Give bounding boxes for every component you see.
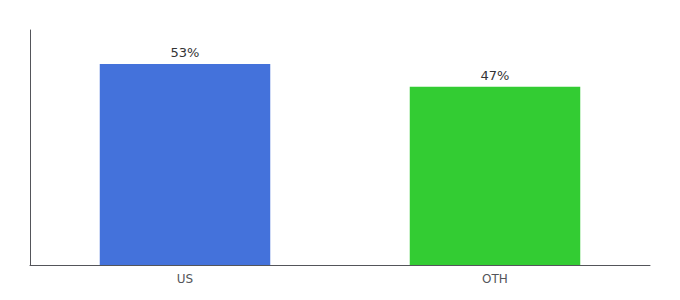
svg-text:53%: 53% bbox=[171, 45, 200, 60]
svg-text:47%: 47% bbox=[481, 68, 510, 83]
svg-text:OTH: OTH bbox=[482, 272, 508, 286]
svg-text:US: US bbox=[177, 272, 193, 286]
